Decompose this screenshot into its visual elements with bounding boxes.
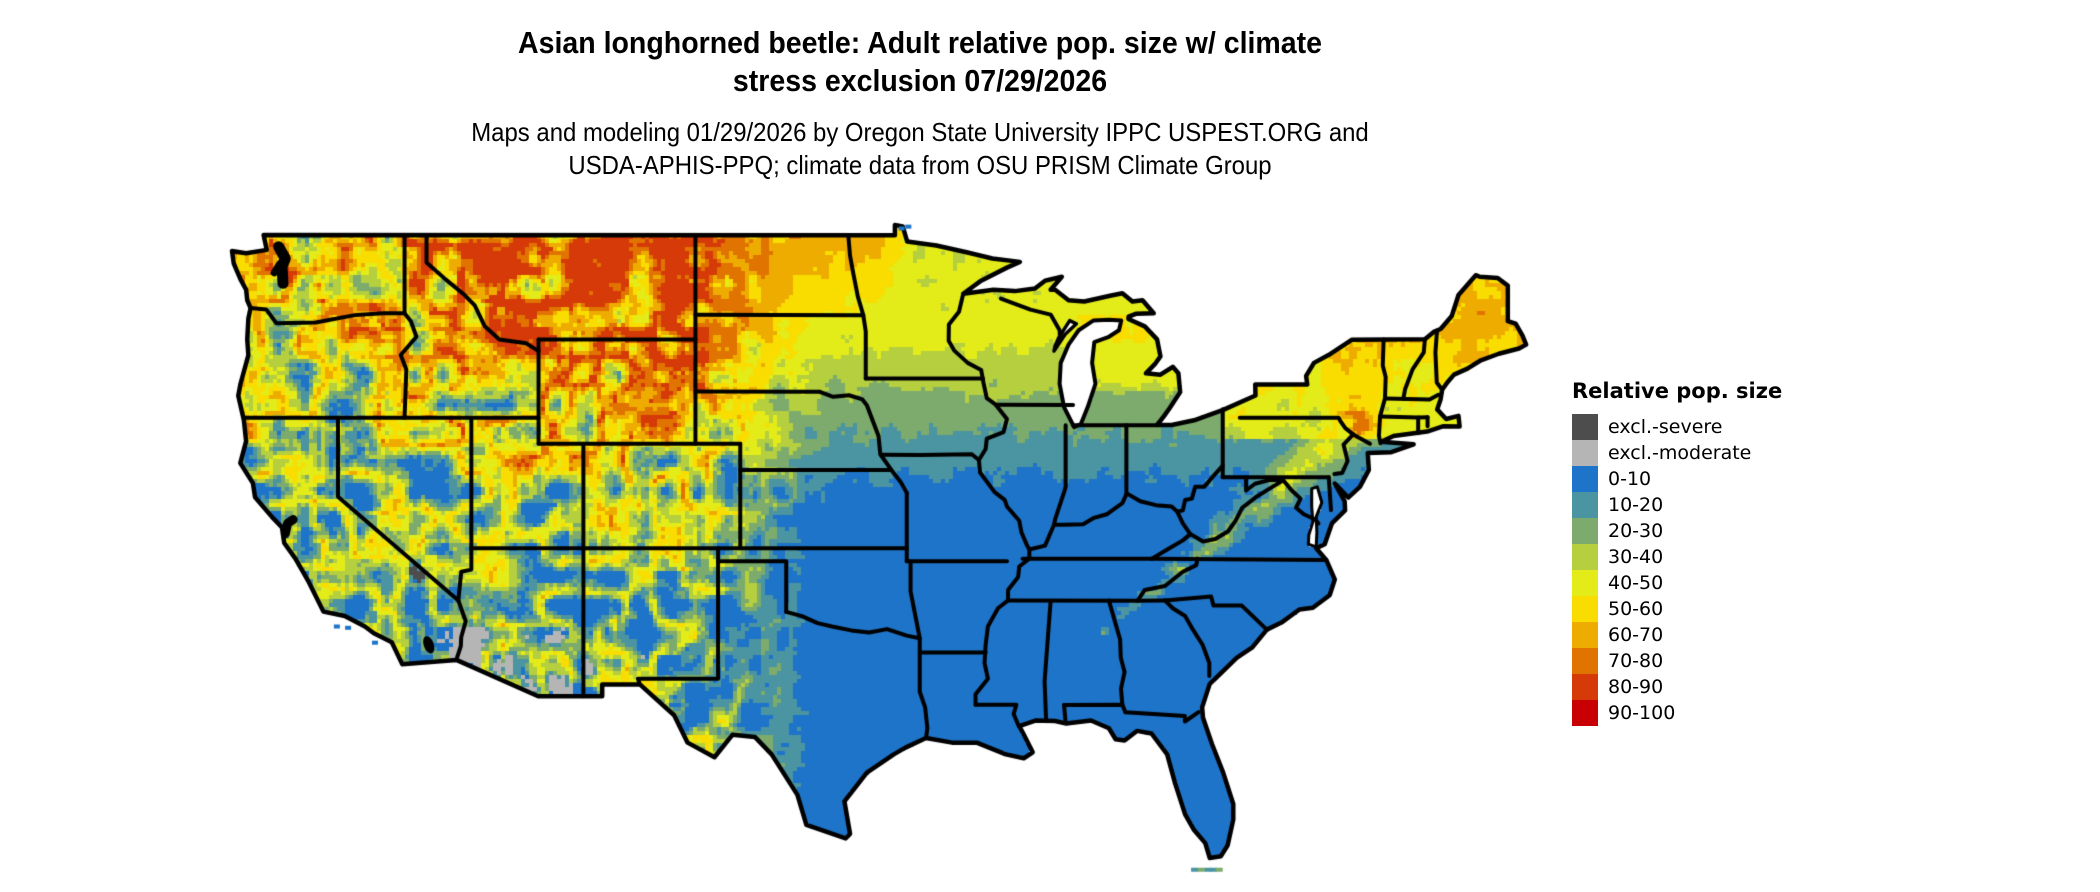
legend-entry: 40-50 bbox=[1572, 570, 1782, 596]
legend-entry: 60-70 bbox=[1572, 622, 1782, 648]
legend-entries: excl.-severe excl.-moderate 0-10 10-20 2… bbox=[1572, 414, 1782, 726]
legend-entry: 50-60 bbox=[1572, 596, 1782, 622]
legend-entry-label: 30-40 bbox=[1608, 546, 1664, 568]
legend-entry-label: 70-80 bbox=[1608, 650, 1664, 672]
map-legend: Relative pop. size excl.-severe excl.-mo… bbox=[1572, 380, 1782, 726]
legend-color-swatch bbox=[1572, 700, 1598, 726]
legend-entry-label: 20-30 bbox=[1608, 520, 1664, 542]
legend-entry-label: 50-60 bbox=[1608, 598, 1664, 620]
legend-entry: 70-80 bbox=[1572, 648, 1782, 674]
legend-entry-label: 0-10 bbox=[1608, 468, 1652, 490]
legend-entry: 30-40 bbox=[1572, 544, 1782, 570]
legend-entry: 90-100 bbox=[1572, 700, 1782, 726]
legend-entry-label: excl.-severe bbox=[1608, 416, 1723, 438]
legend-entry: 10-20 bbox=[1572, 492, 1782, 518]
legend-entry-label: excl.-moderate bbox=[1608, 442, 1752, 464]
legend-color-swatch bbox=[1572, 492, 1598, 518]
legend-entry: 80-90 bbox=[1572, 674, 1782, 700]
legend-entry-label: 60-70 bbox=[1608, 624, 1664, 646]
legend-entry: 20-30 bbox=[1572, 518, 1782, 544]
legend-color-swatch bbox=[1572, 622, 1598, 648]
us-map-raster bbox=[225, 203, 1545, 892]
legend-entry-label: 10-20 bbox=[1608, 494, 1664, 516]
legend-color-swatch bbox=[1572, 544, 1598, 570]
legend-color-swatch bbox=[1572, 648, 1598, 674]
legend-color-swatch bbox=[1572, 414, 1598, 440]
legend-color-swatch bbox=[1572, 596, 1598, 622]
legend-entry: excl.-severe bbox=[1572, 414, 1782, 440]
page-subtitle-line1: Maps and modeling 01/29/2026 by Oregon S… bbox=[471, 117, 1369, 147]
legend-color-swatch bbox=[1572, 518, 1598, 544]
page-title-line1: Asian longhorned beetle: Adult relative … bbox=[518, 25, 1322, 60]
page-header: Asian longhorned beetle: Adult relative … bbox=[74, 24, 1767, 182]
legend-color-swatch bbox=[1572, 570, 1598, 596]
legend-color-swatch bbox=[1572, 440, 1598, 466]
page-subtitle: Maps and modeling 01/29/2026 by Oregon S… bbox=[74, 116, 1767, 182]
legend-entry: 0-10 bbox=[1572, 466, 1782, 492]
legend-entry-label: 90-100 bbox=[1608, 702, 1676, 724]
legend-entry-label: 40-50 bbox=[1608, 572, 1664, 594]
legend-entry: excl.-moderate bbox=[1572, 440, 1782, 466]
page-subtitle-line2: USDA-APHIS-PPQ; climate data from OSU PR… bbox=[568, 150, 1272, 180]
page-title-line2: stress exclusion 07/29/2026 bbox=[732, 63, 1108, 98]
legend-color-swatch bbox=[1572, 466, 1598, 492]
legend-title: Relative pop. size bbox=[1572, 379, 1783, 403]
legend-color-swatch bbox=[1572, 674, 1598, 700]
legend-entry-label: 80-90 bbox=[1608, 676, 1664, 698]
